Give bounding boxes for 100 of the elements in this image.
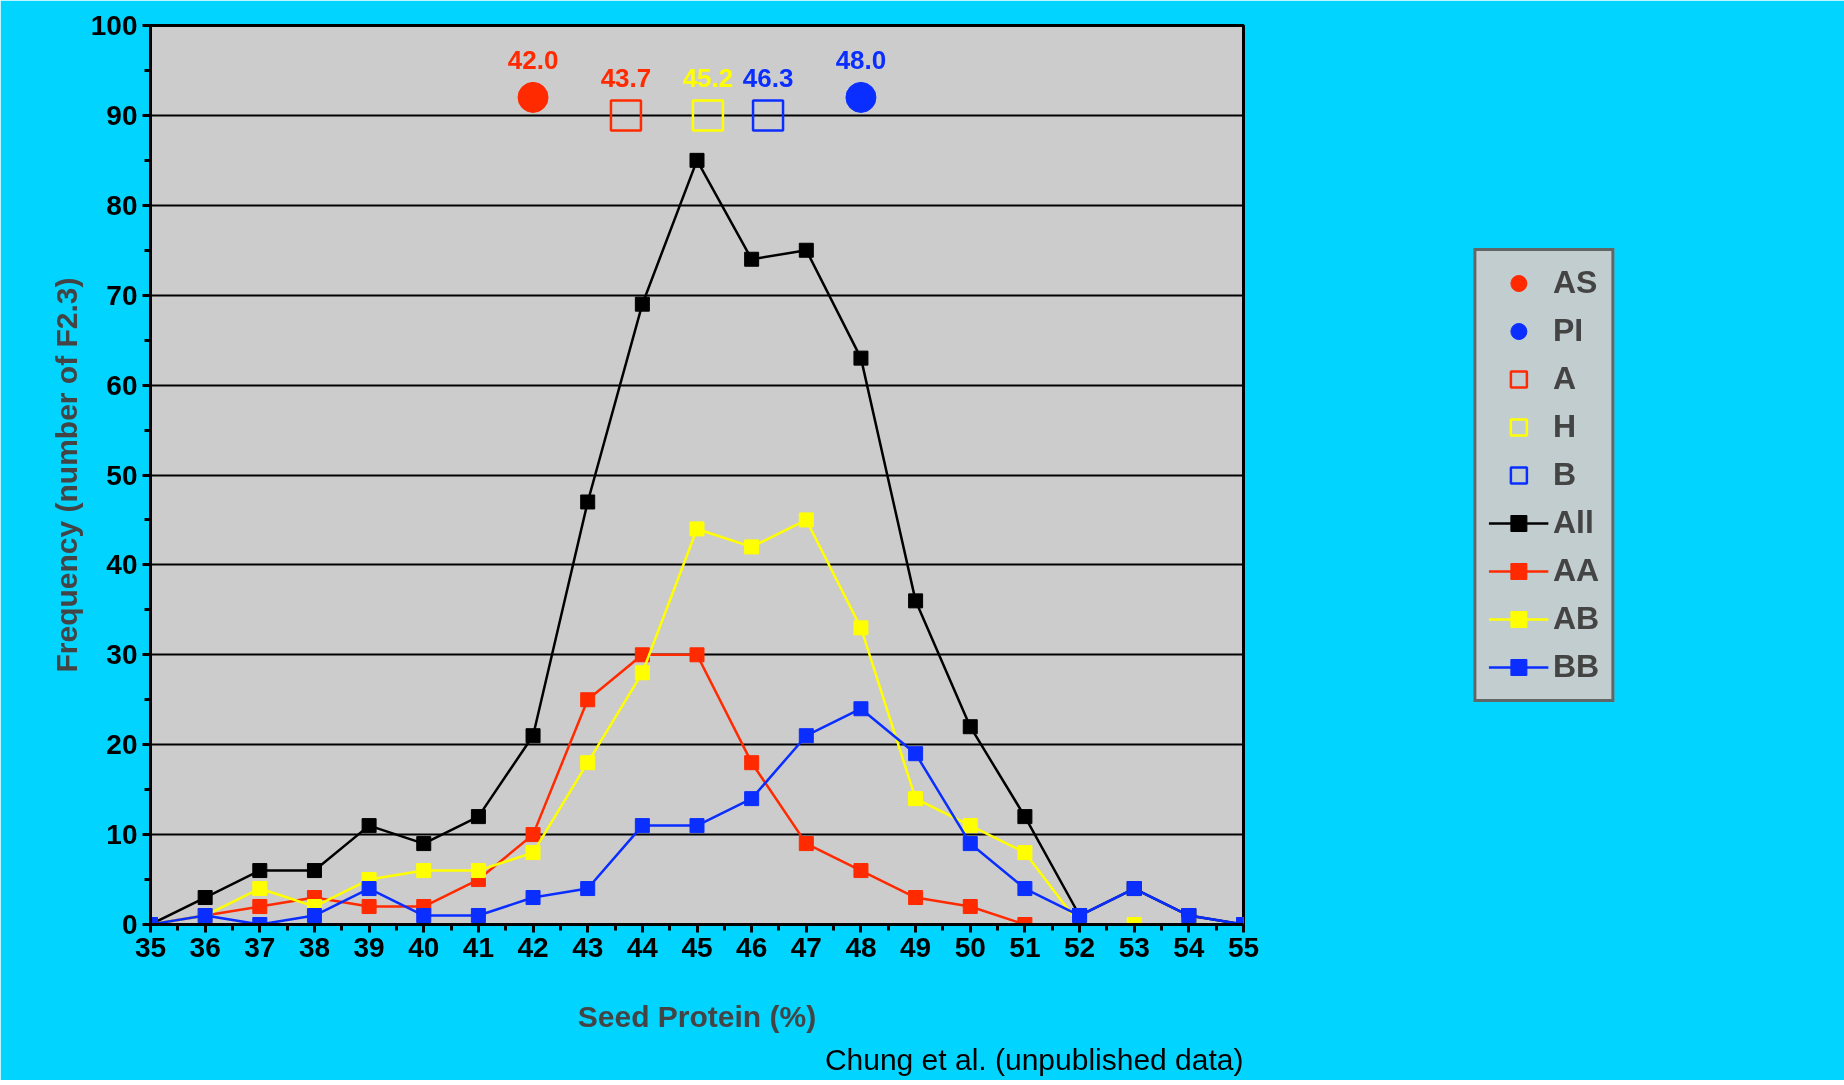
point [853, 350, 869, 366]
point [744, 539, 760, 555]
point [361, 818, 377, 834]
x-tick-label: 50 [954, 931, 986, 963]
annotation: 45.2 [682, 63, 734, 94]
point [853, 701, 869, 717]
point [609, 99, 643, 132]
point [689, 647, 705, 663]
point [416, 908, 432, 924]
legend-label: AB [1552, 600, 1600, 637]
point [470, 908, 486, 924]
annotation: 42.0 [507, 45, 559, 76]
annotation: 48.0 [835, 45, 887, 76]
legend-label: A [1552, 360, 1576, 397]
point [470, 809, 486, 825]
legend-label: PI [1552, 312, 1584, 349]
y-tick-label: 60 [106, 369, 138, 401]
point [691, 99, 725, 132]
y-tick-label: 90 [106, 99, 138, 131]
legend-label: All [1552, 504, 1594, 541]
point [525, 845, 541, 861]
legend-label: AS [1552, 264, 1598, 301]
y-tick-label: 80 [106, 189, 138, 221]
point [798, 512, 814, 528]
x-tick-label: 47 [790, 931, 822, 963]
point [306, 863, 322, 879]
point [306, 908, 322, 924]
point [744, 755, 760, 771]
point [908, 746, 924, 762]
point [525, 728, 541, 744]
x-tick-label: 36 [189, 931, 221, 963]
x-tick-label: 54 [1173, 931, 1205, 963]
point [689, 818, 705, 834]
point [853, 863, 869, 879]
x-tick-label: 48 [845, 931, 877, 963]
point [689, 521, 705, 537]
x-tick-label: 39 [353, 931, 385, 963]
point [416, 863, 432, 879]
annotation: 43.7 [600, 63, 652, 94]
x-tick-label: 49 [900, 931, 932, 963]
point [1017, 881, 1033, 897]
x-tick-label: 52 [1063, 931, 1096, 963]
point [580, 755, 596, 771]
x-axis-title: Seed Protein (%) [577, 999, 817, 1033]
x-tick-label: 45 [681, 931, 713, 963]
x-tick-label: 51 [1009, 931, 1041, 963]
point [744, 791, 760, 807]
point [525, 890, 541, 906]
point [798, 728, 814, 744]
point [470, 863, 486, 879]
x-tick-label: 55 [1227, 931, 1260, 963]
point [252, 899, 268, 915]
point [962, 818, 978, 834]
point [517, 81, 549, 113]
point [580, 494, 596, 510]
point [962, 899, 978, 915]
y-tick-label: 30 [106, 639, 138, 671]
point [744, 251, 760, 267]
point [1017, 845, 1033, 861]
x-tick-label: 44 [626, 931, 659, 963]
point [908, 593, 924, 609]
point [908, 890, 924, 906]
x-tick-label: 41 [462, 931, 494, 963]
point [197, 890, 213, 906]
point [962, 836, 978, 852]
y-tick-label: 100 [90, 10, 138, 41]
point [252, 881, 268, 897]
point [416, 836, 432, 852]
x-tick-label: 46 [736, 931, 768, 963]
point [908, 791, 924, 807]
point [634, 665, 650, 681]
point [1017, 809, 1033, 825]
point [634, 818, 650, 834]
y-tick-label: 50 [106, 459, 138, 491]
point [525, 827, 541, 843]
x-tick-label: 38 [298, 931, 331, 963]
point [798, 242, 814, 258]
y-tick-label: 20 [106, 729, 138, 761]
point [751, 99, 785, 132]
legend-label: H [1552, 408, 1576, 445]
x-tick-label: 42 [517, 931, 549, 963]
point [634, 296, 650, 312]
point [962, 719, 978, 735]
annotation: 46.3 [742, 63, 794, 94]
text: Chung et al. (unpublished data) [824, 1042, 1244, 1076]
y-tick-label: 70 [106, 279, 138, 311]
point [845, 81, 877, 113]
y-tick-label: 40 [106, 549, 138, 581]
x-tick-label: 53 [1118, 931, 1150, 963]
point [252, 863, 268, 879]
point [361, 899, 377, 915]
legend-label: AA [1552, 552, 1600, 589]
legend-label: BB [1552, 648, 1600, 685]
point [798, 836, 814, 852]
legend-label: B [1552, 456, 1576, 493]
y-tick-label: 10 [106, 819, 138, 851]
point [580, 692, 596, 708]
point [361, 881, 377, 897]
point [853, 620, 869, 636]
point [580, 881, 596, 897]
